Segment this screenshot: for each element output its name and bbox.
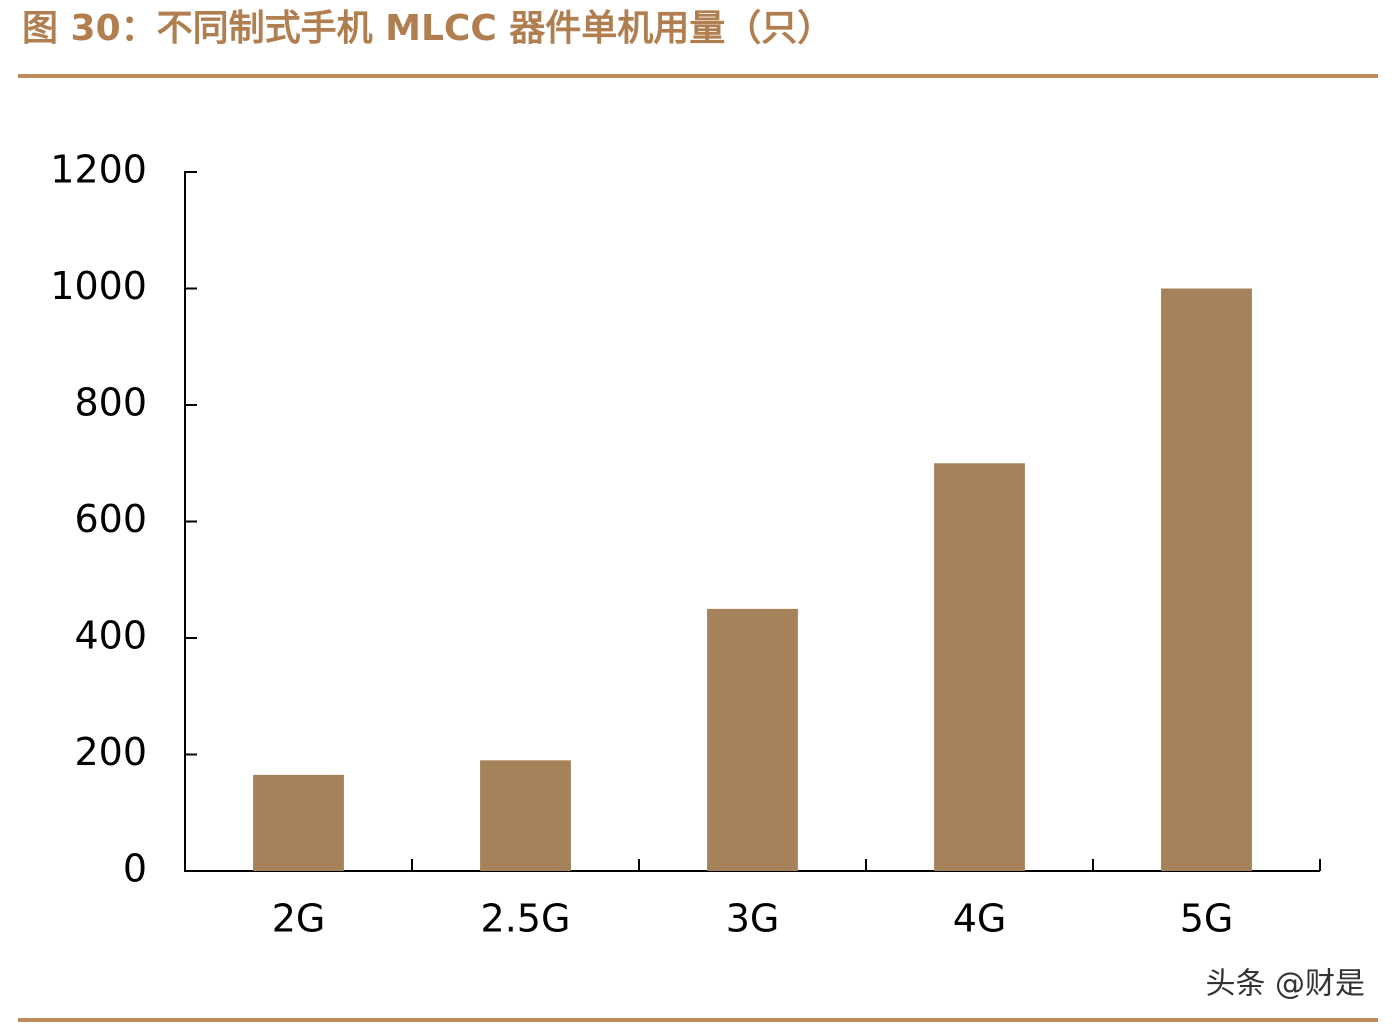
title-rule — [18, 74, 1378, 78]
bar — [253, 774, 344, 871]
bar — [707, 608, 798, 871]
x-tick-label: 2G — [272, 897, 326, 941]
bar — [1161, 288, 1252, 871]
bar — [480, 760, 571, 871]
bar — [934, 463, 1025, 871]
x-tick-label: 4G — [953, 897, 1007, 941]
y-tick-label: 0 — [123, 847, 147, 891]
y-tick-label: 1200 — [50, 148, 147, 192]
y-tick-label: 1000 — [50, 264, 147, 308]
x-tick-label: 2.5G — [481, 897, 571, 941]
bottom-rule — [18, 1018, 1378, 1022]
x-tick-label: 5G — [1180, 897, 1234, 941]
x-tick-label: 3G — [726, 897, 780, 941]
y-tick-label: 800 — [74, 381, 147, 425]
y-tick-label: 400 — [74, 614, 147, 658]
y-tick-label: 200 — [74, 730, 147, 774]
chart-title: 图 30：不同制式手机 MLCC 器件单机用量（只） — [22, 8, 833, 49]
y-tick-label: 600 — [74, 497, 147, 541]
watermark: 头条 @财是 — [1205, 967, 1365, 1002]
